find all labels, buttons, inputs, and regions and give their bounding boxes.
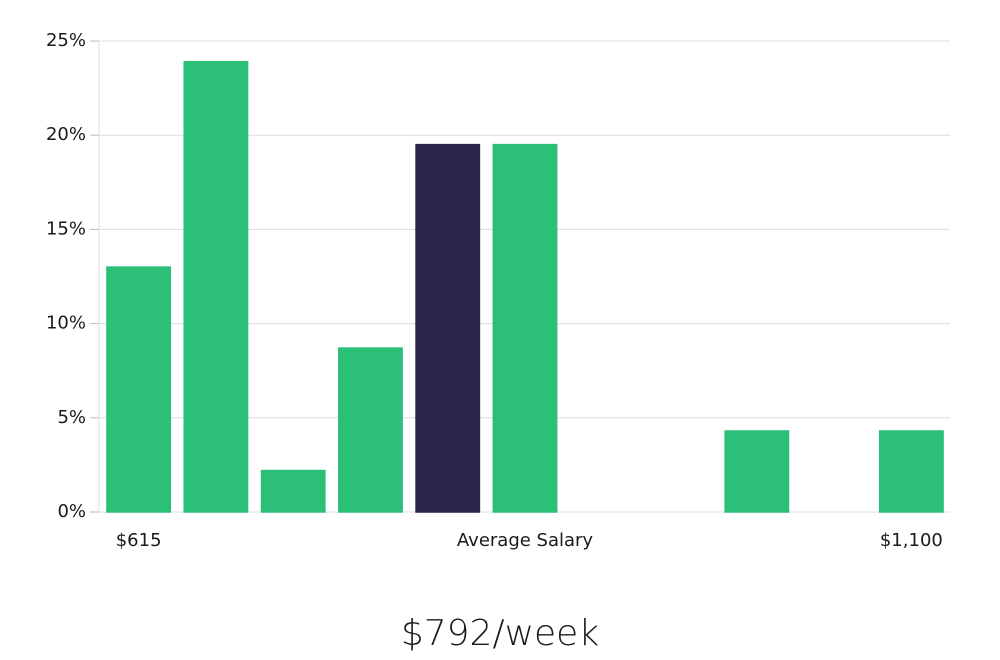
bar: [260, 469, 326, 513]
bar: [415, 143, 481, 513]
bar: [338, 347, 403, 513]
y-tick-label: 15%: [46, 218, 86, 239]
y-tick-label: 20%: [46, 124, 86, 145]
x-tick-label: $1,100: [880, 530, 943, 551]
bar: [106, 266, 172, 513]
bar: [724, 430, 790, 513]
y-tick-label: 5%: [57, 407, 86, 428]
y-tick-label: 0%: [57, 501, 86, 522]
x-tick-label: Average Salary: [457, 530, 594, 551]
bar: [878, 430, 944, 513]
y-tick-label: 25%: [46, 30, 86, 51]
x-tick-label: $615: [116, 530, 162, 551]
average-salary-value: $792/week: [401, 613, 599, 654]
y-tick-label: 10%: [46, 313, 86, 334]
bar: [183, 60, 249, 513]
bar: [492, 143, 558, 513]
